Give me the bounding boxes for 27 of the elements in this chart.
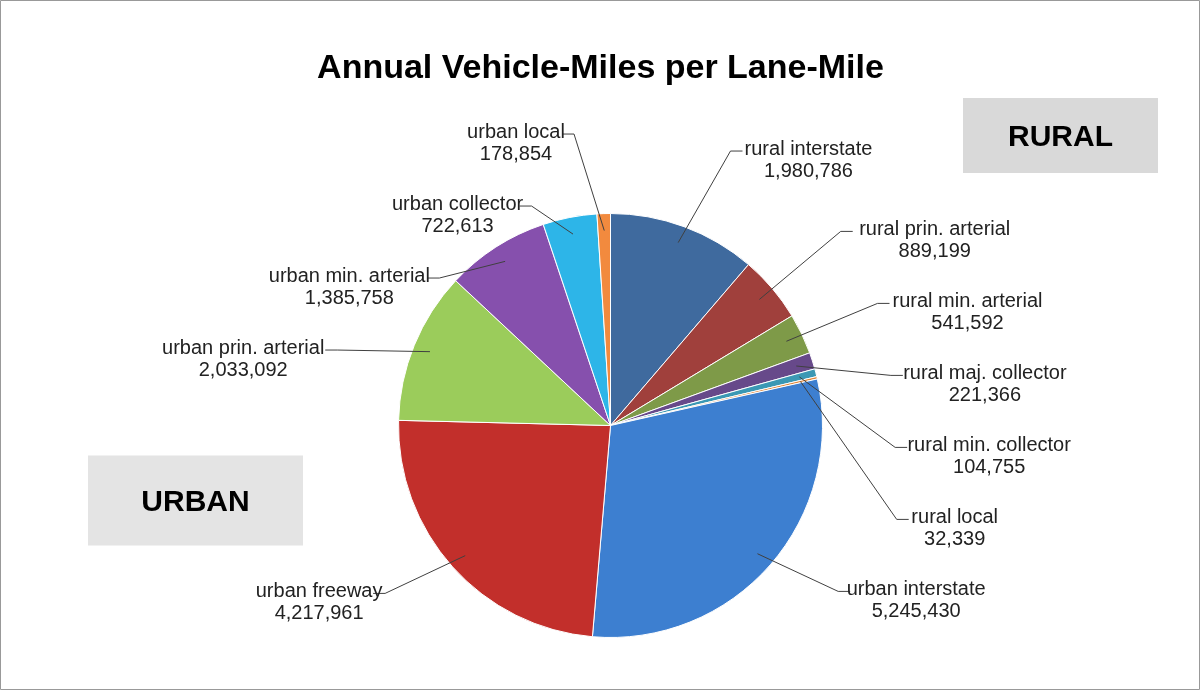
slice-label: rural interstate bbox=[744, 137, 873, 160]
data-label: 889,199 bbox=[898, 239, 971, 262]
data-label: 178,854 bbox=[479, 142, 553, 165]
data-label: 2,033,092 bbox=[198, 358, 288, 381]
slice-label: rural min. collector bbox=[907, 433, 1072, 456]
slice-label: rural maj. collector bbox=[903, 361, 1067, 384]
slice-label: urban interstate bbox=[846, 577, 986, 600]
slice-label: urban local bbox=[467, 120, 565, 143]
data-label: 1,385,758 bbox=[304, 286, 394, 309]
slice-label: urban min. arterial bbox=[268, 264, 430, 287]
slice-label: urban collector bbox=[391, 192, 524, 215]
slice-label: urban freeway bbox=[255, 579, 383, 602]
data-label: 5,245,430 bbox=[871, 599, 961, 622]
data-label: 1,980,786 bbox=[764, 159, 853, 182]
data-label: 722,613 bbox=[421, 214, 494, 237]
slice-label: rural local bbox=[911, 505, 999, 528]
chart-title: Annual Vehicle-Miles per Lane-Mile bbox=[317, 46, 884, 85]
text: URBAN bbox=[141, 484, 250, 517]
data-label: 221,366 bbox=[948, 383, 1022, 406]
data-label: 4,217,961 bbox=[274, 601, 364, 624]
slice-label: rural min. arterial bbox=[892, 289, 1043, 312]
data-label: 104,755 bbox=[953, 455, 1026, 478]
slice-label: rural prin. arterial bbox=[859, 217, 1011, 240]
slice-label: urban prin. arterial bbox=[162, 336, 325, 359]
data-label: 541,592 bbox=[931, 311, 1004, 334]
data-label: 32,339 bbox=[924, 527, 986, 550]
text: RURAL bbox=[1008, 119, 1114, 152]
